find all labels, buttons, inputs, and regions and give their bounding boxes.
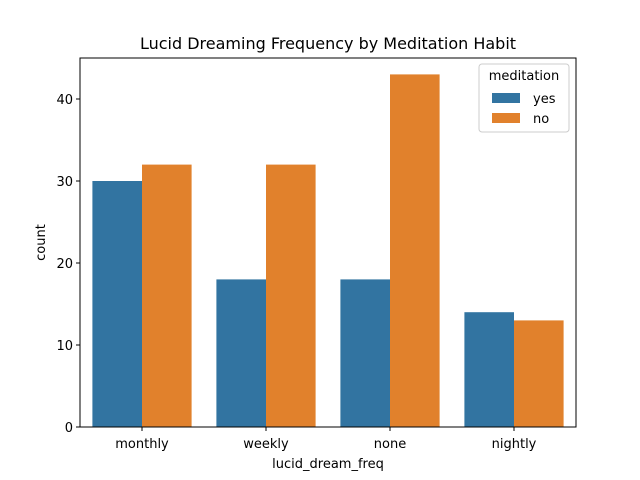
plot-frame [79,57,577,428]
bar-yes-weekly [216,279,266,427]
x-tick-label: weekly [243,437,289,452]
x-tick-label: none [374,437,406,452]
x-axis: monthly weekly none nightly [115,427,537,452]
bar-yes-none [340,279,390,427]
y-tick-label: 20 [56,257,73,272]
legend-title: meditation [489,69,560,84]
x-axis-label: lucid_dream_freq [272,457,384,472]
legend-swatch-yes [492,93,520,103]
y-tick-label: 30 [56,175,73,190]
legend-label-no: no [533,112,549,127]
x-tick-label: nightly [492,437,537,452]
bar-yes-nightly [464,312,514,427]
bars-group [92,74,564,428]
legend-swatch-no [492,113,520,123]
bar-yes-monthly [92,181,142,427]
y-tick-label: 40 [56,93,73,108]
x-tick-label: monthly [115,437,169,452]
bar-no-nightly [514,320,564,427]
y-axis-label: count [34,224,49,261]
bar-no-weekly [266,164,316,427]
y-tick-label: 10 [56,339,73,354]
legend: meditation yes no [478,63,570,133]
chart-title: Lucid Dreaming Frequency by Meditation H… [140,34,516,53]
bar-no-monthly [142,164,192,427]
bar-no-none [390,74,440,428]
y-axis: 0 10 20 30 40 [56,93,80,436]
legend-label-yes: yes [533,92,556,107]
y-tick-label: 0 [65,421,73,436]
